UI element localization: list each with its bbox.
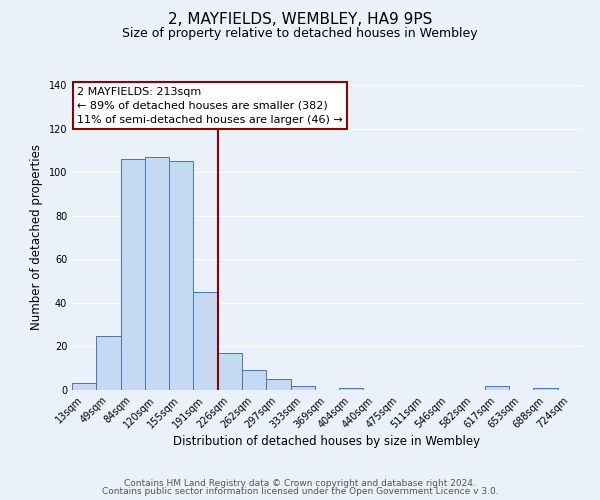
Text: Contains public sector information licensed under the Open Government Licence v : Contains public sector information licen… xyxy=(101,487,499,496)
Y-axis label: Number of detached properties: Number of detached properties xyxy=(30,144,43,330)
Bar xyxy=(193,292,218,390)
Bar xyxy=(266,379,290,390)
Bar xyxy=(121,159,145,390)
Bar xyxy=(242,370,266,390)
Text: 2 MAYFIELDS: 213sqm
← 89% of detached houses are smaller (382)
11% of semi-detac: 2 MAYFIELDS: 213sqm ← 89% of detached ho… xyxy=(77,86,343,124)
Text: 2, MAYFIELDS, WEMBLEY, HA9 9PS: 2, MAYFIELDS, WEMBLEY, HA9 9PS xyxy=(168,12,432,28)
Bar xyxy=(145,157,169,390)
Bar xyxy=(218,353,242,390)
Bar xyxy=(169,162,193,390)
Text: Contains HM Land Registry data © Crown copyright and database right 2024.: Contains HM Land Registry data © Crown c… xyxy=(124,478,476,488)
X-axis label: Distribution of detached houses by size in Wembley: Distribution of detached houses by size … xyxy=(173,436,481,448)
Bar xyxy=(533,388,558,390)
Bar xyxy=(339,388,364,390)
Bar xyxy=(96,336,121,390)
Bar xyxy=(290,386,315,390)
Bar xyxy=(485,386,509,390)
Text: Size of property relative to detached houses in Wembley: Size of property relative to detached ho… xyxy=(122,28,478,40)
Bar xyxy=(72,384,96,390)
